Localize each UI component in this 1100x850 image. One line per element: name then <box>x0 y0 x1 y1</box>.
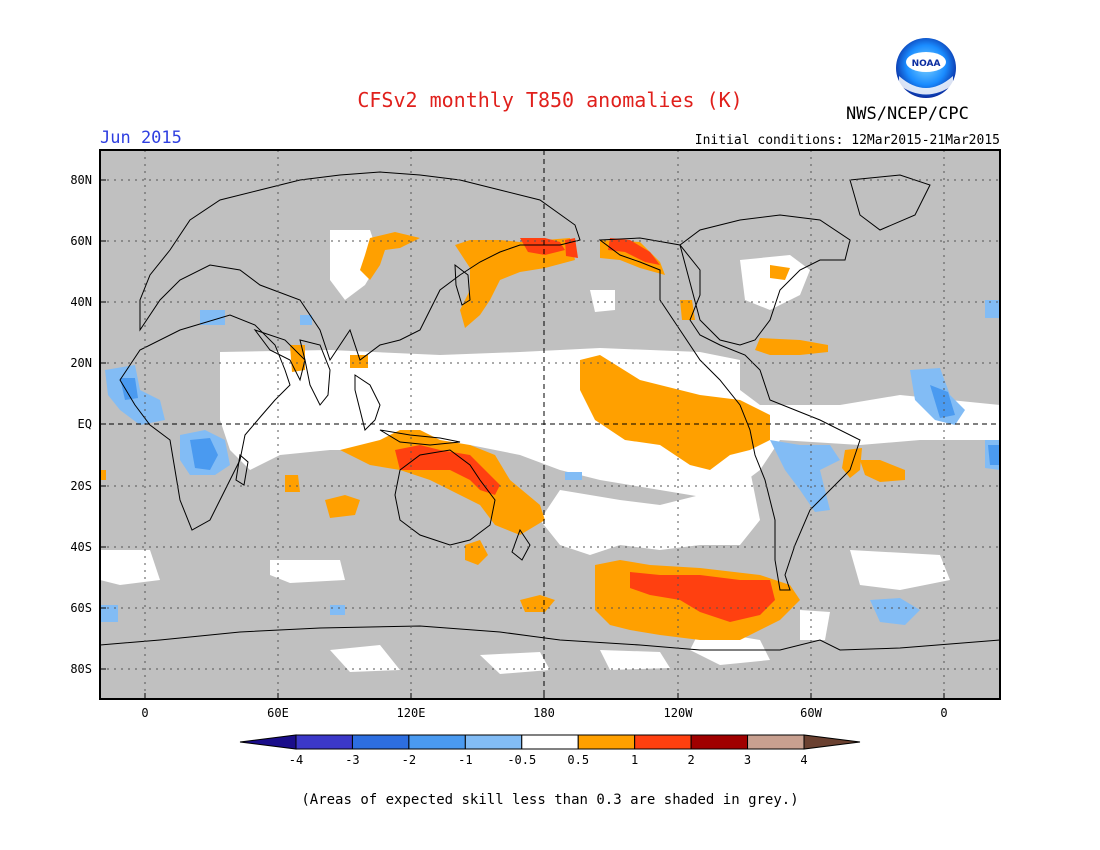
coastlines <box>100 171 1000 651</box>
lat-lon-grid <box>100 150 1000 699</box>
warm-anomaly-regions <box>100 232 905 640</box>
colorbar-label: 3 <box>743 753 752 767</box>
lat-label-60s: 60S <box>70 601 92 615</box>
lon-label-60e: 60E <box>267 706 289 720</box>
lon-label-0-east: 0 <box>940 706 948 720</box>
lon-label-180: 180 <box>533 706 555 720</box>
lon-label-120w: 120W <box>663 706 693 720</box>
colorbar-label: 1 <box>631 753 639 767</box>
lat-label-20s: 20S <box>70 479 92 493</box>
lat-label-20n: 20N <box>70 356 92 370</box>
moderate-cool-anomaly-regions <box>120 378 1000 470</box>
agency-label: NWS/NCEP/CPC <box>846 104 969 124</box>
colorbar-label: -4 <box>288 753 304 767</box>
lon-label-0: 0 <box>141 706 149 720</box>
lat-label-80n: 80N <box>70 173 92 187</box>
chart-title: CFSv2 monthly T850 anomalies (K) <box>357 88 743 112</box>
colorbar-label: 0.5 <box>567 753 590 767</box>
lat-label-60n: 60N <box>70 234 92 248</box>
lat-label-40s: 40S <box>70 540 92 554</box>
lon-label-60w: 60W <box>800 706 822 720</box>
equator-dateline <box>100 150 1000 699</box>
colorbar-label: -0.5 <box>507 753 537 767</box>
lon-label-120e: 120E <box>396 706 426 720</box>
lat-label-40n: 40N <box>70 295 92 309</box>
strong-warm-anomaly-regions <box>395 238 775 622</box>
colorbar-label: -3 <box>345 753 360 767</box>
skill-footnote: (Areas of expected skill less than 0.3 a… <box>301 792 799 808</box>
forecast-month: Jun 2015 <box>100 128 182 148</box>
axis-ticks <box>100 179 945 699</box>
lat-label-80s: 80S <box>70 662 92 676</box>
lat-label-eq: EQ <box>77 417 92 431</box>
colorbar-label: 4 <box>800 753 808 767</box>
colorbar-label: 2 <box>687 753 695 767</box>
colorbar-label: -1 <box>458 753 473 767</box>
initial-conditions: Initial conditions: 12Mar2015-21Mar2015 <box>694 133 1000 148</box>
colorbar-label: -2 <box>401 753 417 767</box>
